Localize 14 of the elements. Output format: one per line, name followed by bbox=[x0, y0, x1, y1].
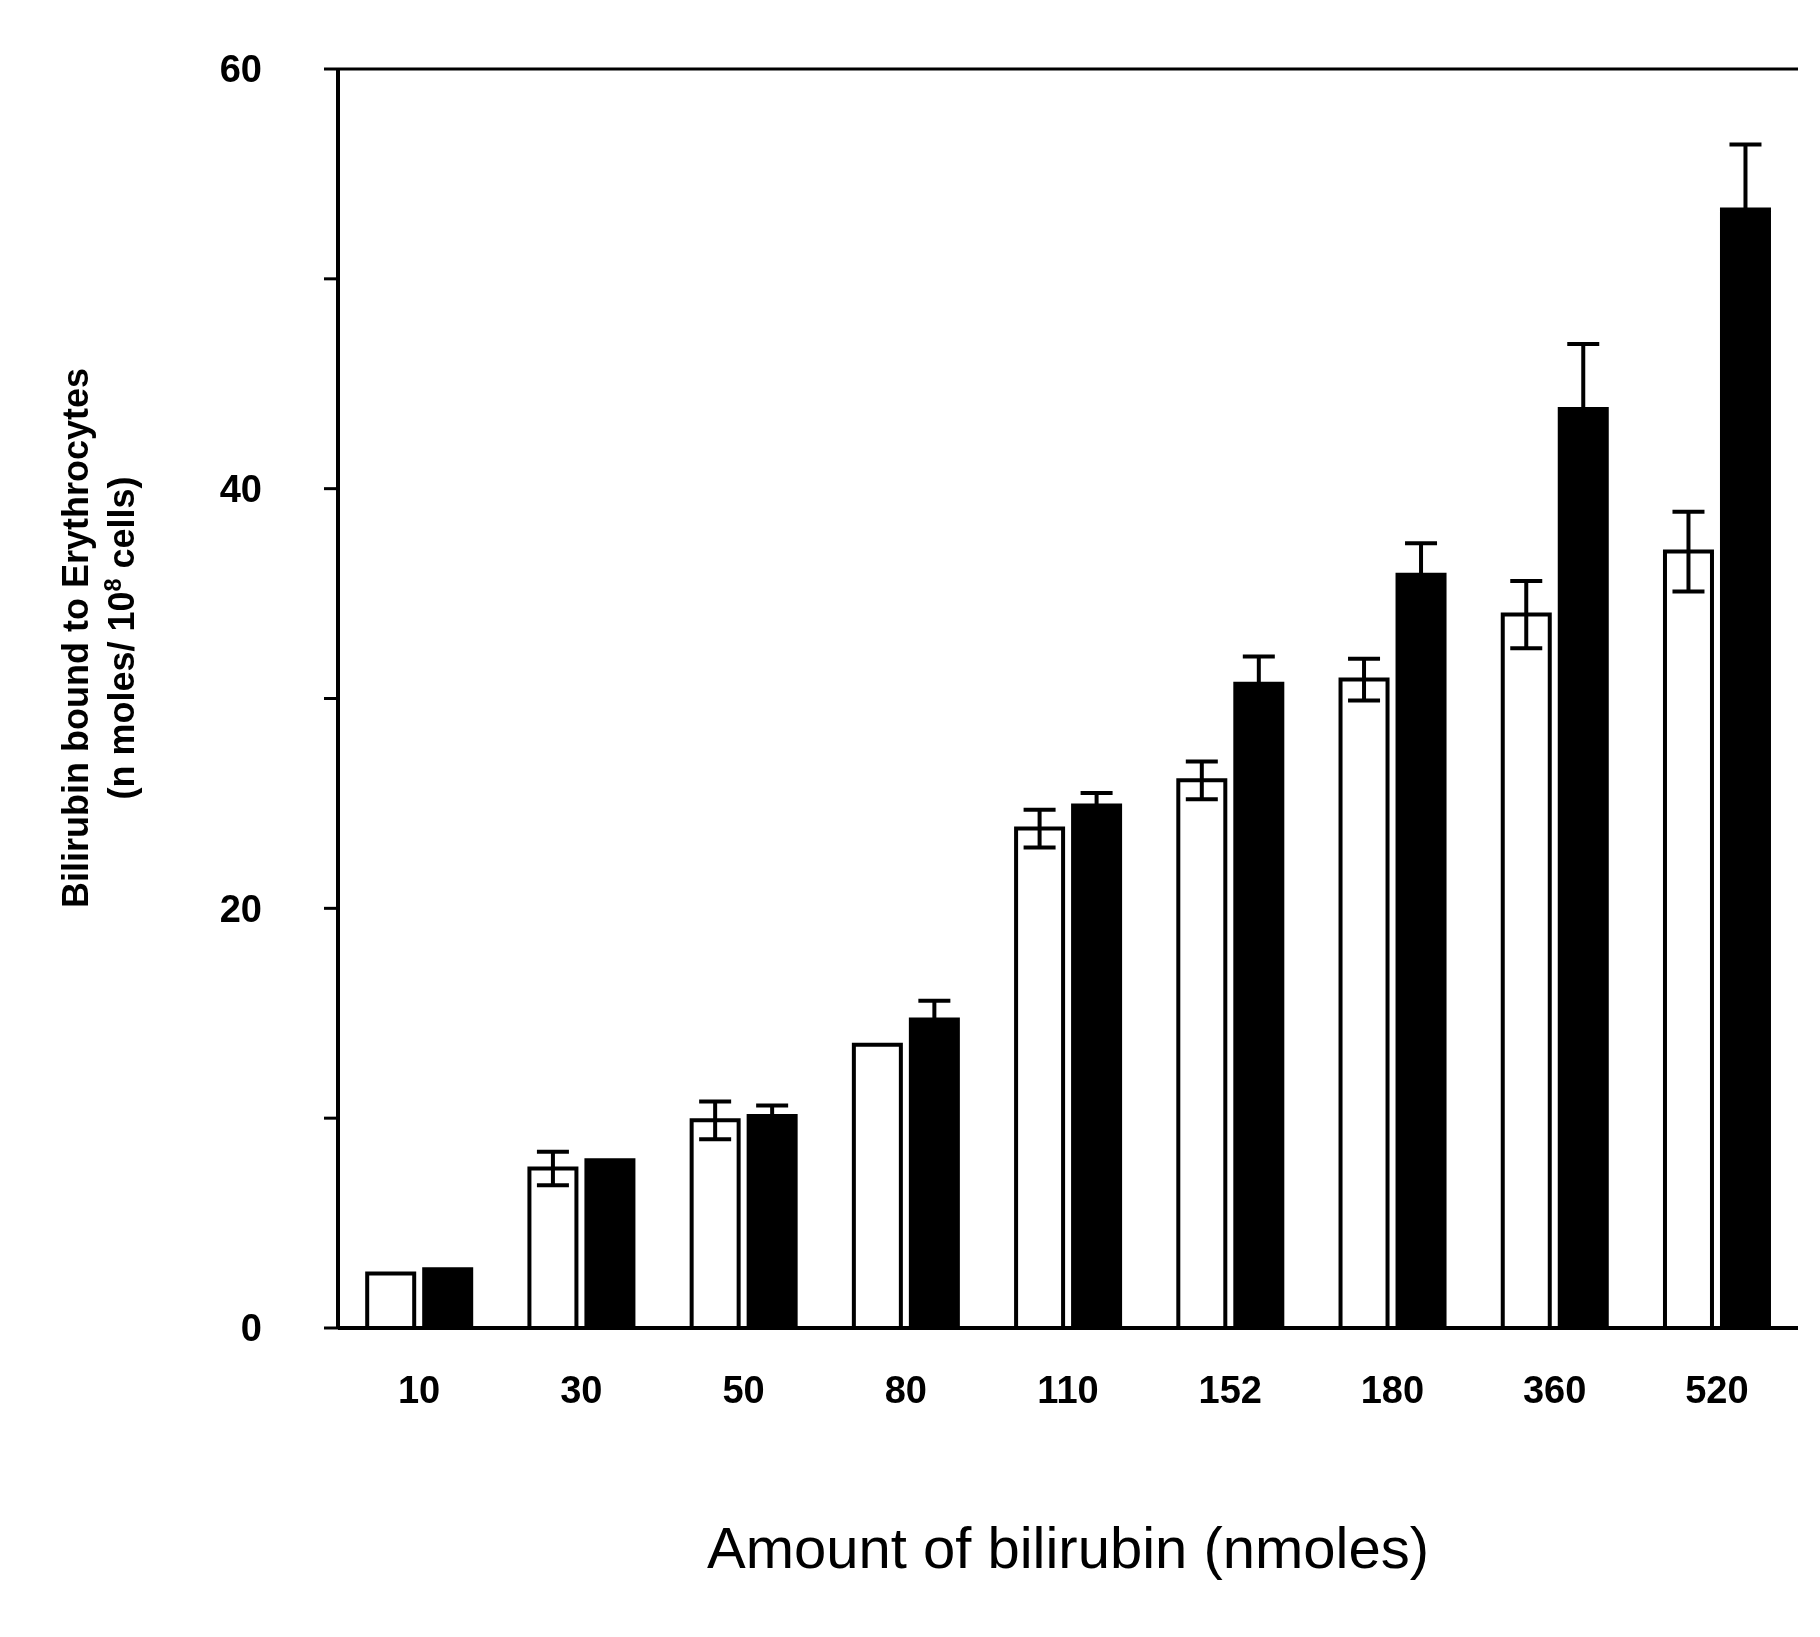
x-tick-label: 10 bbox=[397, 1368, 441, 1411]
x-tick-label: 110 bbox=[1037, 1368, 1099, 1411]
x-tick-label: 80 bbox=[884, 1368, 927, 1411]
y-tick-label: 20 bbox=[219, 887, 262, 930]
y-tick-label: 40 bbox=[219, 468, 262, 511]
y-tick-label: 60 bbox=[219, 48, 262, 91]
y-tick-label: 0 bbox=[240, 1307, 262, 1350]
x-axis-title: Amount of bilirubin (nmoles) bbox=[706, 1515, 1430, 1580]
x-tick-label: 360 bbox=[1522, 1368, 1587, 1411]
x-tick-label: 520 bbox=[1685, 1368, 1749, 1411]
x-tick-label: 50 bbox=[722, 1368, 765, 1411]
x-tick-label: 152 bbox=[1198, 1368, 1262, 1411]
x-tick-label: 30 bbox=[560, 1368, 603, 1411]
x-tick-label: 180 bbox=[1360, 1368, 1425, 1411]
